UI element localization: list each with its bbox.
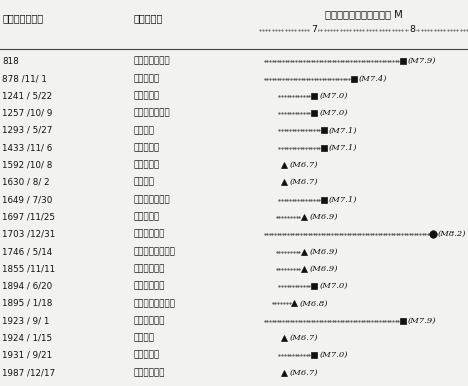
Text: (M7.4): (M7.4) [358, 74, 387, 83]
Text: (M6.9): (M6.9) [309, 247, 338, 256]
Text: 関東諸国の地震: 関東諸国の地震 [133, 57, 170, 66]
Text: 地　震　名: 地 震 名 [133, 14, 163, 24]
Text: 元禄関東地震: 元禄関東地震 [133, 230, 165, 239]
Text: 8: 8 [410, 25, 416, 34]
Text: 1241 / 5/22: 1241 / 5/22 [2, 91, 52, 100]
Text: 1923 / 9/ 1: 1923 / 9/ 1 [2, 316, 50, 325]
Text: 相模の地震: 相模の地震 [133, 212, 160, 222]
Text: 1931 / 9/21: 1931 / 9/21 [2, 351, 52, 360]
Text: (M6.7): (M6.7) [290, 178, 318, 186]
Text: 関東南部の地震: 関東南部の地震 [133, 108, 170, 118]
Text: 埼玉・栃木の地震: 埼玉・栃木の地震 [133, 247, 176, 256]
Text: 埼玉県南部地震: 埼玉県南部地震 [133, 195, 170, 204]
Text: (M6.7): (M6.7) [290, 161, 318, 169]
Text: 相模の地震: 相模の地震 [133, 143, 160, 152]
Text: (M6.9): (M6.9) [309, 265, 338, 273]
Text: 1987 /12/17: 1987 /12/17 [2, 368, 56, 377]
Text: (M7.1): (M7.1) [329, 144, 358, 152]
Text: (M7.0): (M7.0) [319, 92, 348, 100]
Text: (M7.0): (M7.0) [319, 109, 348, 117]
Text: 安政江戸地震: 安政江戸地震 [133, 264, 165, 273]
Text: 1703 /12/31: 1703 /12/31 [2, 230, 56, 239]
Text: 下総の地震: 下総の地震 [133, 161, 160, 169]
Text: 発生年／月／日: 発生年／月／日 [2, 14, 44, 24]
Text: 1924 / 1/15: 1924 / 1/15 [2, 334, 52, 342]
Text: (M7.0): (M7.0) [319, 282, 348, 290]
Text: （推定）マグニチュード M: （推定）マグニチュード M [324, 10, 402, 20]
Text: 鎌倉強震: 鎌倉強震 [133, 126, 154, 135]
Text: (M6.7): (M6.7) [290, 334, 318, 342]
Text: 江戸地震: 江戸地震 [133, 178, 154, 187]
Text: (M7.1): (M7.1) [329, 196, 358, 204]
Text: (M6.9): (M6.9) [309, 213, 338, 221]
Text: 大正関東地震: 大正関東地震 [133, 316, 165, 325]
Text: 1257 /10/ 9: 1257 /10/ 9 [2, 108, 53, 118]
Text: 1293 / 5/27: 1293 / 5/27 [2, 126, 53, 135]
Text: 相模の地震: 相模の地震 [133, 74, 160, 83]
Text: (M6.8): (M6.8) [300, 300, 328, 307]
Text: (M7.1): (M7.1) [329, 127, 358, 134]
Text: 1746 / 5/14: 1746 / 5/14 [2, 247, 52, 256]
Text: (M8.2): (M8.2) [438, 230, 466, 238]
Text: (M7.9): (M7.9) [408, 57, 437, 65]
Text: (M6.7): (M6.7) [290, 369, 318, 377]
Text: 1894 / 6/20: 1894 / 6/20 [2, 282, 52, 291]
Text: (M7.9): (M7.9) [408, 317, 437, 325]
Text: 1630 / 8/ 2: 1630 / 8/ 2 [2, 178, 50, 187]
Text: 878 /11/ 1: 878 /11/ 1 [2, 74, 47, 83]
Text: 千葉県東方沖: 千葉県東方沖 [133, 368, 165, 377]
Text: 818: 818 [2, 57, 19, 66]
Text: (M7.0): (M7.0) [319, 351, 348, 359]
Text: 鎌倉の地震: 鎌倉の地震 [133, 91, 160, 100]
Text: 利根川下流の地震: 利根川下流の地震 [133, 299, 176, 308]
Text: 1855 /11/11: 1855 /11/11 [2, 264, 56, 273]
Text: 1433 /11/ 6: 1433 /11/ 6 [2, 143, 52, 152]
Text: 1895 / 1/18: 1895 / 1/18 [2, 299, 53, 308]
Text: 丹沢地震: 丹沢地震 [133, 334, 154, 342]
Text: 1649 / 7/30: 1649 / 7/30 [2, 195, 53, 204]
Text: 明治東京地震: 明治東京地震 [133, 282, 165, 291]
Text: 1697 /11/25: 1697 /11/25 [2, 212, 55, 222]
Text: 西埼玉地震: 西埼玉地震 [133, 351, 160, 360]
Text: 7: 7 [311, 25, 317, 34]
Text: 1592 /10/ 8: 1592 /10/ 8 [2, 161, 53, 169]
